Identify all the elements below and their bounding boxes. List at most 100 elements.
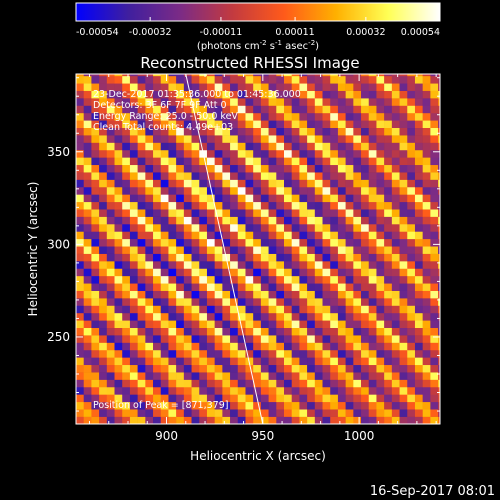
- heatmap-cell: [253, 290, 262, 299]
- heatmap-cell: [368, 305, 377, 314]
- heatmap-cell: [414, 283, 423, 291]
- heatmap-cell: [407, 386, 416, 395]
- heatmap-cell: [122, 401, 131, 410]
- heatmap-cell: [99, 372, 108, 380]
- heatmap-cell: [222, 261, 231, 269]
- heatmap-cell: [237, 253, 246, 262]
- heatmap-cell: [391, 357, 400, 366]
- heatmap-cell: [245, 112, 254, 121]
- heatmap-cell: [268, 75, 277, 84]
- heatmap-cell: [260, 379, 269, 388]
- heatmap-cell: [284, 372, 293, 380]
- heatmap-cell: [168, 409, 177, 417]
- heatmap-cell: [307, 342, 316, 351]
- heatmap-cell: [330, 386, 339, 395]
- heatmap-cell: [122, 238, 131, 247]
- x-axis-ticks: 900 950 1000: [88, 74, 437, 443]
- heatmap-cell: [168, 149, 177, 158]
- heatmap-cell: [122, 120, 131, 129]
- heatmap-cell: [83, 372, 92, 380]
- heatmap-cell: [160, 253, 169, 262]
- heatmap-cell: [407, 261, 416, 269]
- heatmap-cell: [160, 342, 169, 351]
- heatmap-cell: [330, 135, 339, 143]
- heatmap-cell: [237, 357, 246, 366]
- heatmap-cell: [91, 179, 100, 188]
- heatmap-cell: [245, 312, 254, 321]
- heatmap-cell: [276, 112, 285, 121]
- heatmap-cell: [199, 127, 208, 136]
- heatmap-cell: [129, 164, 138, 173]
- heatmap-cell: [83, 157, 92, 166]
- heatmap-cell: [384, 246, 393, 254]
- heatmap-cell: [376, 112, 385, 121]
- heatmap-cell: [284, 327, 293, 336]
- heatmap-cell: [399, 372, 408, 380]
- heatmap-cell: [83, 298, 92, 306]
- heatmap-cell: [129, 349, 138, 358]
- heatmap-cell: [122, 335, 131, 343]
- heatmap-cell: [376, 142, 385, 151]
- heatmap-cell: [361, 98, 370, 106]
- heatmap-cell: [114, 90, 123, 99]
- heatmap-cell: [183, 238, 192, 247]
- heatmap-cell: [361, 157, 370, 166]
- heatmap-cell: [199, 364, 208, 373]
- heatmap-cell: [199, 90, 208, 99]
- heatmap-cell: [337, 357, 346, 366]
- heatmap-cell: [291, 105, 300, 114]
- heatmap-cell: [291, 224, 300, 232]
- heatmap-cell: [91, 209, 100, 217]
- heatmap-cell: [291, 75, 300, 84]
- heatmap-cell: [99, 75, 108, 84]
- heatmap-cell: [322, 172, 331, 180]
- heatmap-cell: [106, 342, 115, 351]
- heatmap-cell: [168, 386, 177, 395]
- heatmap-cell: [307, 157, 316, 166]
- heatmap-cell: [422, 305, 431, 314]
- heatmap-cell: [314, 149, 323, 158]
- heatmap-cell: [114, 105, 123, 114]
- heatmap-cell: [407, 127, 416, 136]
- heatmap-cell: [284, 246, 293, 254]
- heatmap-cell: [176, 409, 185, 417]
- heatmap-cell: [168, 290, 177, 299]
- heatmap-cell: [168, 120, 177, 129]
- heatmap-cell: [168, 186, 177, 195]
- heatmap-cell: [314, 305, 323, 314]
- heatmap-cell: [345, 90, 354, 99]
- heatmap-cell: [399, 90, 408, 99]
- heatmap-cell: [361, 335, 370, 343]
- heatmap-cell: [91, 394, 100, 403]
- heatmap-cell: [337, 298, 346, 306]
- heatmap-cell: [322, 201, 331, 210]
- heatmap-cell: [368, 327, 377, 336]
- heatmap-cell: [260, 120, 269, 129]
- heatmap-cell: [260, 201, 269, 210]
- heatmap-cell: [137, 127, 146, 136]
- heatmap-cell: [99, 327, 108, 336]
- heatmap-cell: [376, 209, 385, 217]
- heatmap-cell: [91, 379, 100, 388]
- heatmap-cell: [145, 253, 154, 262]
- heatmap-cell: [114, 74, 123, 77]
- heatmap-cell: [391, 246, 400, 254]
- heatmap-cell: [145, 74, 154, 77]
- heatmap-cell: [284, 164, 293, 173]
- heatmap-cell: [284, 349, 293, 358]
- heatmap-cell: [160, 157, 169, 166]
- heatmap-cell: [399, 186, 408, 195]
- heatmap-cell: [361, 401, 370, 410]
- heatmap-cell: [307, 74, 316, 77]
- heatmap-cell: [438, 135, 440, 143]
- heatmap-cell: [168, 179, 177, 188]
- heatmap-cell: [268, 120, 277, 129]
- heatmap-cell: [99, 268, 108, 277]
- heatmap-cell: [353, 372, 362, 380]
- heatmap-cell: [160, 327, 169, 336]
- heatmap-cell: [137, 275, 146, 284]
- heatmap-cell: [137, 349, 146, 358]
- heatmap-cell: [291, 216, 300, 225]
- heatmap-cell: [206, 386, 215, 395]
- heatmap-cell: [430, 401, 439, 410]
